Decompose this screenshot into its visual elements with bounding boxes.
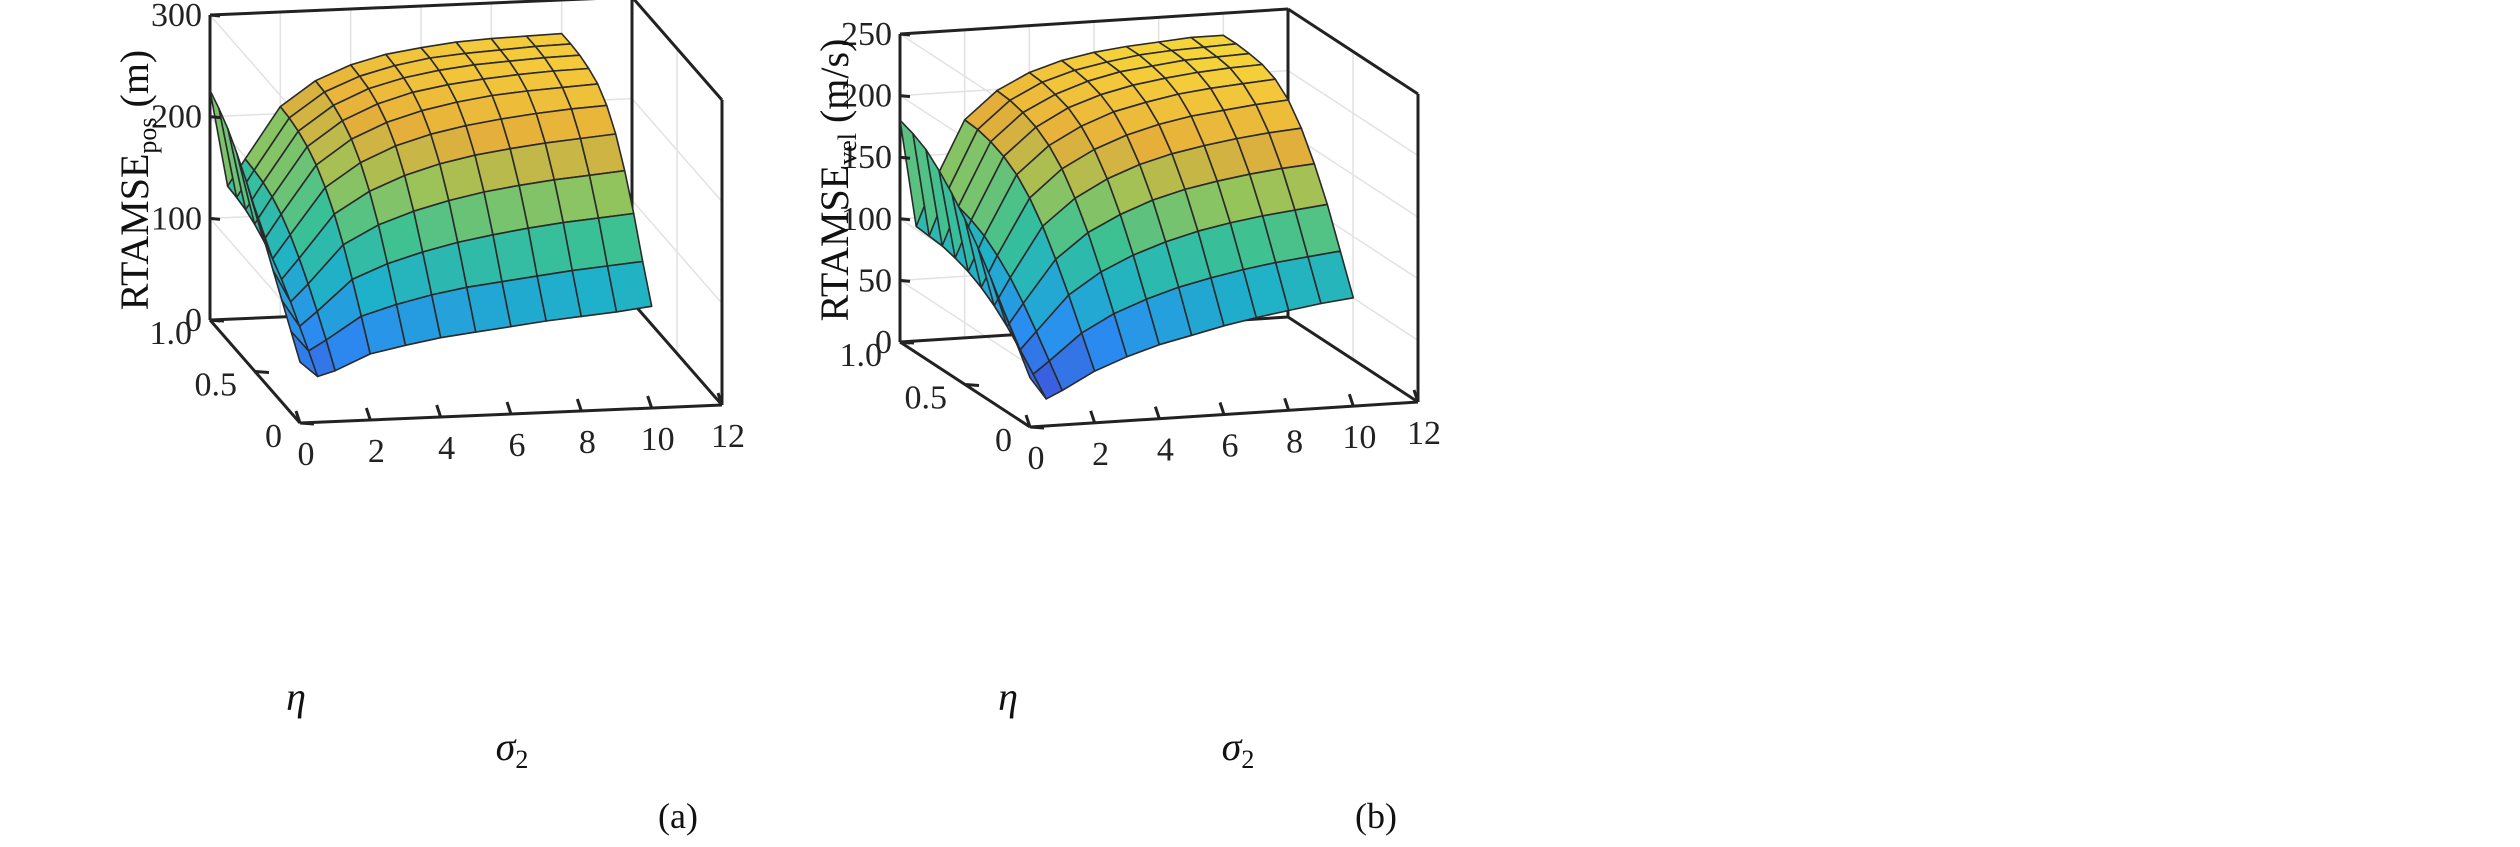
x-tick-label: 2 xyxy=(1092,436,1109,473)
x-tick-mark xyxy=(575,398,583,412)
y-tick-label: 1.0 xyxy=(150,315,193,352)
z-tick-label: 50 xyxy=(858,262,892,299)
y-tick-label: 0 xyxy=(995,422,1012,459)
z-tick-label: 200 xyxy=(151,99,202,136)
z-tick-mark xyxy=(899,155,911,160)
surface-mesh xyxy=(899,34,1355,400)
x-axis-label: σ2 xyxy=(1222,724,1255,774)
z-tick-label: 250 xyxy=(841,16,892,53)
axis-edge xyxy=(630,301,724,406)
y-axis-label: η xyxy=(286,674,306,719)
y-tick-mark xyxy=(1029,425,1045,430)
y-tick-mark xyxy=(254,370,270,374)
surface-cell xyxy=(561,83,608,110)
z-tick-mark xyxy=(209,13,221,18)
z-tick-label: 0 xyxy=(875,324,892,361)
surface-cell xyxy=(1307,250,1355,305)
x-tick-mark xyxy=(1412,389,1420,403)
x-tick-mark xyxy=(435,404,443,418)
tick-labels: 0 50 100 150 200 250 0 2 4 6 8 10 12 0 0.5 1.0 xyxy=(840,16,1442,477)
z-tick-mark xyxy=(899,278,911,283)
surface-panel-a: 0 100 200 300 0 2 4 6 8 10 12 0 0.51.0 RTAMSEpos (m) σ… xyxy=(112,0,745,836)
surface-panel-b: 0 50 100 150 200 250 0 2 4 6 8 10 12 0 0.5 1.0 RTAMSEvel… xyxy=(812,7,1442,836)
grid-line xyxy=(899,279,1031,367)
x-tick-label: 6 xyxy=(509,427,526,464)
y-tick-mark xyxy=(964,383,980,387)
x-tick-mark xyxy=(505,401,513,415)
axis-edge xyxy=(1287,315,1419,404)
x-tick-mark xyxy=(646,395,654,409)
z-axis-label: RTAMSEpos (m) xyxy=(112,50,162,311)
z-tick-mark xyxy=(899,217,911,222)
z-tick-mark xyxy=(209,115,221,120)
x-tick-mark xyxy=(1283,397,1291,411)
x-axis-label: σ2 xyxy=(496,724,529,774)
axis-edge xyxy=(899,7,1289,36)
z-axis-label: RTAMSEvel (m/s) xyxy=(812,39,862,322)
z-tick-label: 100 xyxy=(841,201,892,238)
x-tick-label: 10 xyxy=(641,421,675,458)
y-tick-mark xyxy=(299,421,315,426)
z-tick-label: 200 xyxy=(841,78,892,115)
z-tick-label: 300 xyxy=(151,0,202,34)
x-tick-label: 0 xyxy=(1028,440,1045,477)
x-tick-label: 0 xyxy=(298,436,315,473)
x-tick-mark xyxy=(1218,402,1226,415)
y-tick-mark xyxy=(209,318,225,323)
x-tick-mark xyxy=(716,392,724,406)
z-tick-label: 100 xyxy=(151,200,202,237)
panel-caption: (b) xyxy=(1355,796,1397,836)
z-tick-mark xyxy=(899,32,911,37)
y-tick-mark xyxy=(899,340,915,345)
y-tick-label: 0.5 xyxy=(905,380,948,417)
surface-cell xyxy=(606,260,653,313)
axis-edge xyxy=(1287,7,1419,96)
axis-edge xyxy=(209,0,597,17)
x-tick-label: 10 xyxy=(1342,419,1376,456)
x-tick-mark xyxy=(294,410,302,424)
x-tick-mark xyxy=(1153,406,1161,420)
y-tick-label: 0.5 xyxy=(195,367,238,404)
surface-mesh xyxy=(209,32,653,378)
tick-labels: 0 100 200 300 0 2 4 6 8 10 12 0 0.51.0 xyxy=(150,0,746,473)
x-tick-mark xyxy=(364,407,372,421)
y-axis-label: η xyxy=(998,674,1018,719)
grid-line xyxy=(209,14,301,119)
x-tick-mark xyxy=(1347,393,1355,407)
x-tick-mark xyxy=(1024,414,1032,428)
x-tick-label: 8 xyxy=(1286,423,1303,460)
axis-edge xyxy=(632,0,724,101)
panel-caption: (a) xyxy=(658,796,698,836)
x-tick-mark xyxy=(1089,410,1097,424)
z-tick-label: 0 xyxy=(185,302,202,339)
x-tick-label: 8 xyxy=(579,424,596,461)
x-tick-label: 2 xyxy=(368,433,385,470)
y-tick-label: 0 xyxy=(265,418,282,455)
x-tick-label: 4 xyxy=(1157,432,1174,469)
x-tick-label: 12 xyxy=(711,418,745,455)
z-tick-label: 150 xyxy=(841,139,892,176)
z-tick-mark xyxy=(899,94,911,99)
x-tick-label: 6 xyxy=(1222,428,1239,465)
x-tick-label: 12 xyxy=(1407,415,1441,452)
x-tick-label: 4 xyxy=(438,430,455,467)
y-tick-label: 1.0 xyxy=(840,337,883,374)
z-tick-mark xyxy=(209,216,221,221)
